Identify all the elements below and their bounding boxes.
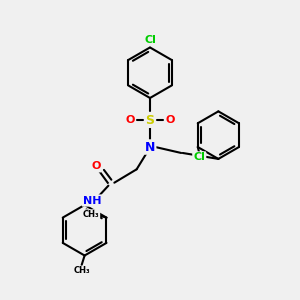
Text: NH: NH: [83, 196, 101, 206]
Text: O: O: [91, 161, 101, 171]
Text: O: O: [125, 115, 135, 125]
Text: CH₃: CH₃: [83, 210, 99, 219]
Text: S: S: [146, 114, 154, 127]
Text: CH₃: CH₃: [73, 266, 90, 275]
Text: Cl: Cl: [144, 35, 156, 45]
Text: N: N: [145, 140, 155, 154]
Text: O: O: [165, 115, 175, 125]
Text: Cl: Cl: [193, 152, 205, 162]
